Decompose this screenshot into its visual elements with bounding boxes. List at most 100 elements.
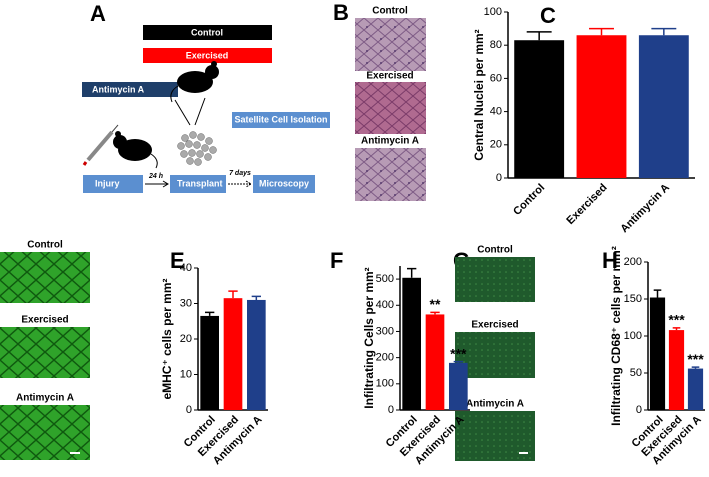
emhc-images: Control Exercised Antimycin A (0, 240, 90, 460)
y-tick-label: 20 (180, 333, 192, 345)
panel-letter: A (90, 1, 106, 26)
bar (247, 299, 266, 410)
y-tick-label: 80 (490, 39, 502, 51)
bar (200, 315, 219, 410)
significance-label: *** (687, 351, 704, 367)
error-bar (589, 27, 614, 36)
bar (425, 314, 445, 410)
panel-letter: F (330, 248, 343, 273)
y-tick-label: 60 (490, 72, 502, 84)
bar (638, 35, 689, 178)
significance-label: *** (668, 312, 685, 328)
y-tick-label: 100 (484, 6, 502, 18)
label: Microscopy (259, 178, 309, 188)
chart: 0 20 40 60 80 100 Central Nuclei per mm² Contro… (472, 6, 695, 235)
arrow (145, 180, 169, 188)
fluorescence-image (455, 257, 535, 302)
cells-icon (177, 131, 217, 166)
label: Transplant (177, 178, 223, 188)
y-tick-label: 40 (180, 262, 192, 274)
microscopy-box (253, 175, 315, 193)
mouse-icon (170, 61, 219, 103)
y-axis-label: Central Nuclei per mm² (472, 29, 486, 160)
image-label: Exercised (471, 320, 518, 331)
image-label: Antimycin A (361, 136, 419, 147)
error-bar (691, 366, 700, 369)
panel-letter: E (170, 248, 185, 273)
x-tick-label: Exercised (564, 182, 609, 227)
bar (649, 297, 666, 410)
image-label: Exercised (366, 71, 413, 82)
panel-letter: C (540, 3, 556, 28)
isolation-box (232, 112, 330, 128)
y-tick-label: 400 (376, 299, 394, 311)
error-bar (453, 360, 463, 363)
arrow (228, 180, 252, 188)
control-bar (143, 25, 272, 40)
error-bar (651, 27, 677, 36)
y-tick-label: 200 (376, 352, 394, 364)
image-label: Antimycin A (466, 399, 524, 410)
label: Antimycin A (92, 84, 145, 94)
panel-letter: H (602, 248, 618, 273)
exercised-bar (143, 48, 272, 63)
image-label: Control (372, 6, 408, 17)
injury-box (83, 175, 143, 193)
y-axis-label: eMHC⁺ cells per mm² (160, 278, 174, 399)
panel-letter: B (333, 0, 349, 25)
significance-label: ** (430, 296, 441, 312)
bar (402, 277, 421, 410)
image-label: Control (477, 245, 513, 256)
histology-image (355, 18, 426, 71)
y-tick-label: 0 (496, 172, 502, 184)
bar (514, 40, 565, 178)
x-tick-label: Antimycin A (618, 182, 672, 236)
bar (668, 330, 685, 410)
fluorescence-image (0, 327, 90, 378)
x-tick-label: Control (511, 182, 547, 218)
label: Injury (95, 178, 120, 188)
bar (576, 35, 627, 178)
label: 7 days (229, 170, 251, 177)
bar (223, 298, 243, 410)
error-bar (251, 295, 261, 300)
label: 24 h (148, 173, 163, 180)
error-bar (407, 267, 417, 278)
y-axis-label: Infiltrating CD68⁺ cells per mm² (609, 246, 623, 426)
error-bar (205, 311, 215, 316)
y-tick-label: 150 (624, 293, 642, 305)
y-tick-label: 100 (624, 330, 642, 342)
y-tick-label: 0 (388, 404, 394, 416)
diagram: Control Exercised Antimycin A Satellite … (82, 25, 330, 193)
error-bar (526, 31, 552, 41)
image-label: Control (27, 240, 63, 251)
y-tick-label: 300 (376, 325, 394, 337)
image-label: Exercised (21, 315, 68, 326)
scale-bar (70, 452, 80, 454)
y-tick-label: 50 (630, 367, 642, 379)
cd68-images: Control Exercised Antimycin A (455, 245, 535, 461)
fluorescence-image (0, 405, 90, 460)
histology-image (355, 148, 426, 201)
y-tick-label: 0 (636, 404, 642, 416)
antimycin-box (82, 82, 178, 97)
y-tick-label: 20 (490, 139, 502, 151)
error-bar (653, 289, 662, 298)
y-tick-label: 500 (376, 273, 394, 285)
label: Exercised (186, 50, 229, 60)
image-label: Antimycin A (16, 393, 74, 404)
mouse-icon (113, 131, 158, 169)
arrow (174, 97, 206, 126)
significance-label: *** (450, 345, 467, 361)
error-bar (672, 327, 681, 331)
error-bar (430, 311, 440, 315)
syringe-icon (82, 124, 119, 166)
bar (449, 362, 468, 410)
fluorescence-image (0, 252, 90, 303)
fluorescence-image (455, 332, 535, 378)
label: Control (191, 27, 223, 37)
